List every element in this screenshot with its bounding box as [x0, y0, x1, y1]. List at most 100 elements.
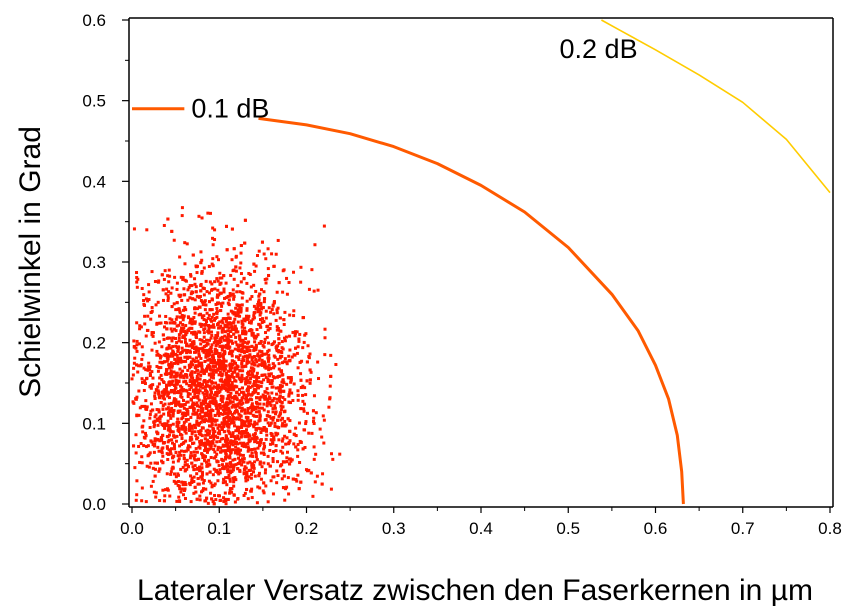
scatter-point	[150, 370, 154, 374]
scatter-point	[140, 486, 144, 490]
scatter-point	[131, 400, 135, 404]
scatter-point	[220, 304, 224, 308]
scatter-point	[202, 335, 206, 339]
scatter-point	[310, 268, 314, 272]
scatter-point	[265, 365, 269, 369]
scatter-point	[239, 310, 243, 314]
scatter-point	[164, 388, 168, 392]
scatter-point	[182, 403, 186, 407]
scatter-point	[282, 389, 286, 393]
scatter-point	[264, 281, 268, 285]
scatter-point	[233, 457, 237, 461]
scatter-point	[212, 456, 216, 460]
scatter-point	[225, 248, 229, 252]
scatter-point	[198, 446, 202, 450]
scatter-point	[193, 383, 197, 387]
scatter-point	[169, 390, 173, 394]
scatter-point	[283, 357, 287, 361]
scatter-point	[222, 430, 226, 434]
scatter-point	[273, 364, 277, 368]
scatter-point	[251, 405, 255, 409]
scatter-point	[225, 424, 229, 428]
scatter-point	[271, 410, 275, 414]
scatter-point	[221, 459, 225, 463]
scatter-point	[202, 293, 206, 297]
scatter-point	[213, 228, 217, 232]
scatter-point	[168, 449, 172, 453]
scatter-point	[295, 479, 299, 483]
scatter-point	[181, 315, 185, 319]
scatter-point	[206, 409, 210, 413]
scatter-point	[193, 320, 197, 324]
scatter-point	[213, 413, 217, 417]
scatter-point	[307, 431, 311, 435]
scatter-point	[166, 296, 170, 300]
scatter-point	[224, 420, 228, 424]
scatter-point	[245, 375, 249, 379]
scatter-point	[240, 409, 244, 413]
scatter-point	[226, 429, 230, 433]
scatter-point	[258, 356, 262, 360]
scatter-point	[234, 330, 238, 334]
scatter-point	[218, 291, 222, 295]
scatter-point	[224, 435, 228, 439]
scatter-point	[175, 499, 179, 503]
scatter-point	[200, 316, 204, 320]
scatter-point	[230, 341, 234, 345]
scatter-point	[163, 372, 167, 376]
scatter-point	[287, 441, 291, 445]
scatter-point	[222, 408, 226, 412]
scatter-point	[153, 415, 157, 419]
scatter-point	[228, 469, 232, 473]
scatter-point	[166, 353, 170, 357]
scatter-point	[193, 277, 197, 281]
scatter-point	[228, 477, 232, 481]
scatter-point	[193, 332, 197, 336]
scatter-point	[218, 344, 222, 348]
scatter-point	[165, 355, 169, 359]
scatter-point	[283, 398, 287, 402]
scatter-point	[230, 405, 234, 409]
scatter-point	[174, 398, 178, 402]
scatter-point	[163, 424, 167, 428]
scatter-point	[280, 346, 284, 350]
scatter-point	[218, 406, 222, 410]
scatter-point	[296, 393, 300, 397]
scatter-point	[213, 418, 217, 422]
scatter-point	[197, 391, 201, 395]
scatter-point	[220, 397, 224, 401]
scatter-point	[198, 389, 202, 393]
scatter-point	[310, 431, 314, 435]
scatter-point	[135, 395, 139, 399]
scatter-point	[254, 289, 258, 293]
scatter-point	[214, 381, 218, 385]
scatter-point	[196, 477, 200, 481]
scatter-point	[176, 390, 180, 394]
scatter-point	[149, 439, 153, 443]
scatter-point	[204, 355, 208, 359]
scatter-point	[261, 393, 265, 397]
scatter-point	[166, 274, 170, 278]
scatter-point	[177, 484, 181, 488]
scatter-point	[268, 423, 272, 427]
scatter-point	[289, 376, 293, 380]
scatter-point	[232, 435, 236, 439]
scatter-point	[251, 462, 255, 466]
scatter-point	[200, 410, 204, 414]
scatter-point	[210, 282, 214, 286]
scatter-point	[185, 344, 189, 348]
scatter-point	[230, 354, 234, 358]
scatter-point	[273, 424, 277, 428]
scatter-point	[234, 265, 238, 269]
scatter-point	[147, 283, 151, 287]
scatter-point	[233, 347, 237, 351]
scatter-point	[238, 344, 242, 348]
scatter-point	[305, 379, 309, 383]
scatter-point	[219, 450, 223, 454]
scatter-point	[156, 389, 160, 393]
plot-frame	[128, 17, 834, 508]
scatter-point	[136, 277, 140, 281]
scatter-point	[251, 423, 255, 427]
scatter-point	[143, 404, 147, 408]
scatter-point	[205, 450, 209, 454]
